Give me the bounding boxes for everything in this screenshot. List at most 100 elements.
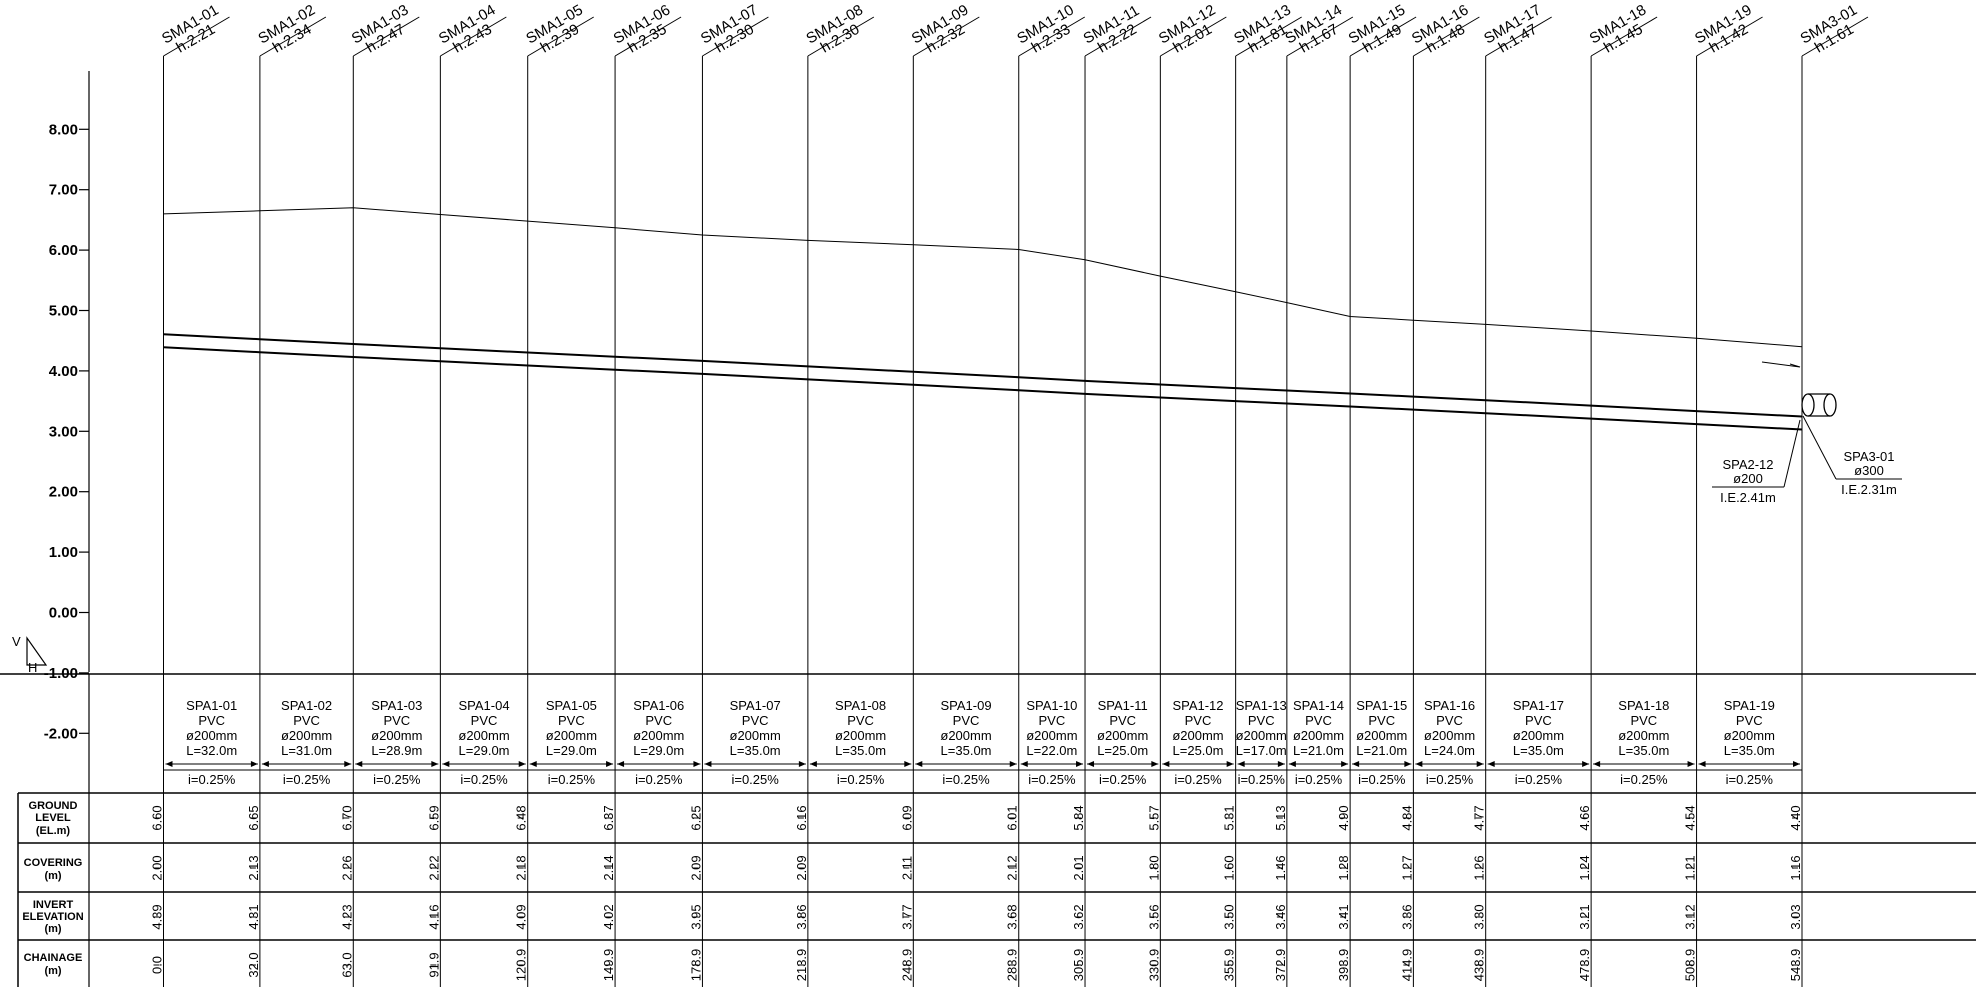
- covering-value: 1.21: [1683, 855, 1698, 880]
- manhole-header: SMA3-01h.1.61: [1798, 1, 1861, 56]
- invert-value: 4.09: [514, 904, 529, 929]
- dimension-arrow-left: [1415, 761, 1423, 767]
- dimension-arrow-right: [1076, 761, 1084, 767]
- pipe-material: PVC: [1305, 713, 1332, 728]
- pipe-diameter: ø200mm: [281, 728, 332, 743]
- dimension-arrow-left: [915, 761, 923, 767]
- covering-value: 1.16: [1788, 855, 1803, 880]
- manhole-header: SMA1-06h.2.35: [611, 1, 674, 56]
- pipe-length: L=31.0m: [281, 743, 332, 758]
- manhole-label-leader: [1349, 16, 1417, 57]
- covering-value: 2.22: [426, 855, 441, 880]
- scale-marker: V H: [12, 634, 48, 675]
- dimension-arrow-right: [1582, 761, 1590, 767]
- manhole-label-leader: [1286, 16, 1354, 57]
- invert-value: 3.50: [1222, 904, 1237, 929]
- pipe-slope: i=0.25%: [837, 772, 885, 787]
- invert-value: 3.46: [1273, 904, 1288, 929]
- pipe-length: L=29.0m: [546, 743, 597, 758]
- pipe-length: L=29.0m: [633, 743, 684, 758]
- pipe-slope: i=0.25%: [1238, 772, 1286, 787]
- pipe-length: L=35.0m: [730, 743, 781, 758]
- ground-value: 6.60: [150, 805, 165, 830]
- elevation-tick-label: 7.00: [49, 182, 78, 199]
- ground-value: 6.65: [246, 805, 261, 830]
- manhole-header: SMA1-05h.2.39: [523, 1, 586, 56]
- manhole-header: SMA1-07h.2.30: [698, 1, 761, 56]
- pipe-name: SPA1-03: [371, 698, 422, 713]
- chainage-value: 508.9: [1683, 949, 1698, 982]
- chainage-value: 372.9: [1273, 949, 1288, 982]
- elevation-tick-label: 4.00: [49, 363, 78, 380]
- row-label-covering-2: (m): [44, 870, 61, 882]
- dimension-arrow-left: [442, 761, 450, 767]
- invert-value: 3.86: [794, 904, 809, 929]
- covering-value: 2.11: [899, 856, 914, 880]
- dimension-arrow-right: [1277, 761, 1285, 767]
- elevation-axis: 8.007.006.005.004.003.002.001.000.00-1.0…: [44, 71, 90, 742]
- dimension-arrow-right: [1009, 761, 1017, 767]
- pipe-invert-line: [163, 346, 1803, 431]
- pipe-slope: i=0.25%: [1028, 772, 1076, 787]
- invert-value: 3.77: [899, 904, 914, 929]
- pipe-diameter: ø200mm: [1618, 728, 1669, 743]
- chainage-value: 149.9: [601, 949, 616, 982]
- pipe-slope: i=0.25%: [548, 772, 596, 787]
- chainage-value: 120.9: [514, 949, 529, 982]
- manhole-header: SMA1-18h.1.45: [1587, 1, 1650, 56]
- covering-value: 2.13: [246, 855, 261, 880]
- covering-value: 2.01: [1071, 855, 1086, 880]
- dimension-arrow-right: [1687, 761, 1695, 767]
- pipe-material: PVC: [383, 713, 410, 728]
- pipe-length: L=21.0m: [1293, 743, 1344, 758]
- pipe-name: SPA1-18: [1618, 698, 1669, 713]
- pipe-length: L=35.0m: [1513, 743, 1564, 758]
- row-label-chainage-2: (m): [44, 965, 61, 977]
- pipe-name: SPA1-01: [186, 698, 237, 713]
- pipe-length: L=29.0m: [459, 743, 510, 758]
- manhole-label-leader: [1590, 16, 1658, 57]
- chainage-value: 0.0: [150, 956, 165, 974]
- dimension-arrow-right: [693, 761, 701, 767]
- pipe-name: SPA1-15: [1356, 698, 1407, 713]
- invert-value: 3.62: [1071, 904, 1086, 929]
- manhole-header: SMA1-02h.2.34: [255, 1, 318, 56]
- pipe-slope: i=0.25%: [1358, 772, 1406, 787]
- pipe-diameter: ø200mm: [458, 728, 509, 743]
- ground-value: 5.57: [1146, 805, 1161, 830]
- pipe-segment-info: SPA1-01PVCø200mmL=32.0mi=0.25%SPA1-02PVC…: [163, 698, 1802, 787]
- pipe-slope: i=0.25%: [942, 772, 990, 787]
- spa3-01-invert: I.E.2.31m: [1841, 482, 1897, 497]
- spa2-12-name: SPA2-12: [1722, 457, 1773, 472]
- dimension-arrow-left: [165, 761, 173, 767]
- dimension-arrow-left: [1162, 761, 1170, 767]
- dimension-arrow-right: [431, 761, 439, 767]
- manhole-label-leader: [702, 16, 769, 57]
- invert-value: 3.36: [1399, 904, 1414, 929]
- chainage-value: 330.9: [1146, 949, 1161, 982]
- invert-value: 3.03: [1788, 904, 1803, 929]
- elevation-tick-label: 6.00: [49, 242, 78, 259]
- elevation-tick-label: -2.00: [44, 725, 78, 742]
- dimension-arrow-left: [704, 761, 712, 767]
- pipe-diameter: ø200mm: [1172, 728, 1223, 743]
- pipe-slope: i=0.25%: [1174, 772, 1222, 787]
- covering-value: 1.28: [1336, 855, 1351, 880]
- pipe-length: L=35.0m: [1618, 743, 1669, 758]
- chainage-value: 414.9: [1399, 949, 1414, 982]
- spa2-12-leader: [1783, 419, 1801, 488]
- ground-value: 4.90: [1336, 805, 1351, 830]
- chainage-value: 543.9: [1788, 949, 1803, 982]
- pipe-diameter: ø200mm: [1293, 728, 1344, 743]
- pipe-name: SPA1-08: [835, 698, 886, 713]
- pipe-diameter: ø200mm: [1236, 728, 1287, 743]
- ground-value: 4.54: [1683, 805, 1698, 830]
- manhole-label-leader: [440, 16, 507, 57]
